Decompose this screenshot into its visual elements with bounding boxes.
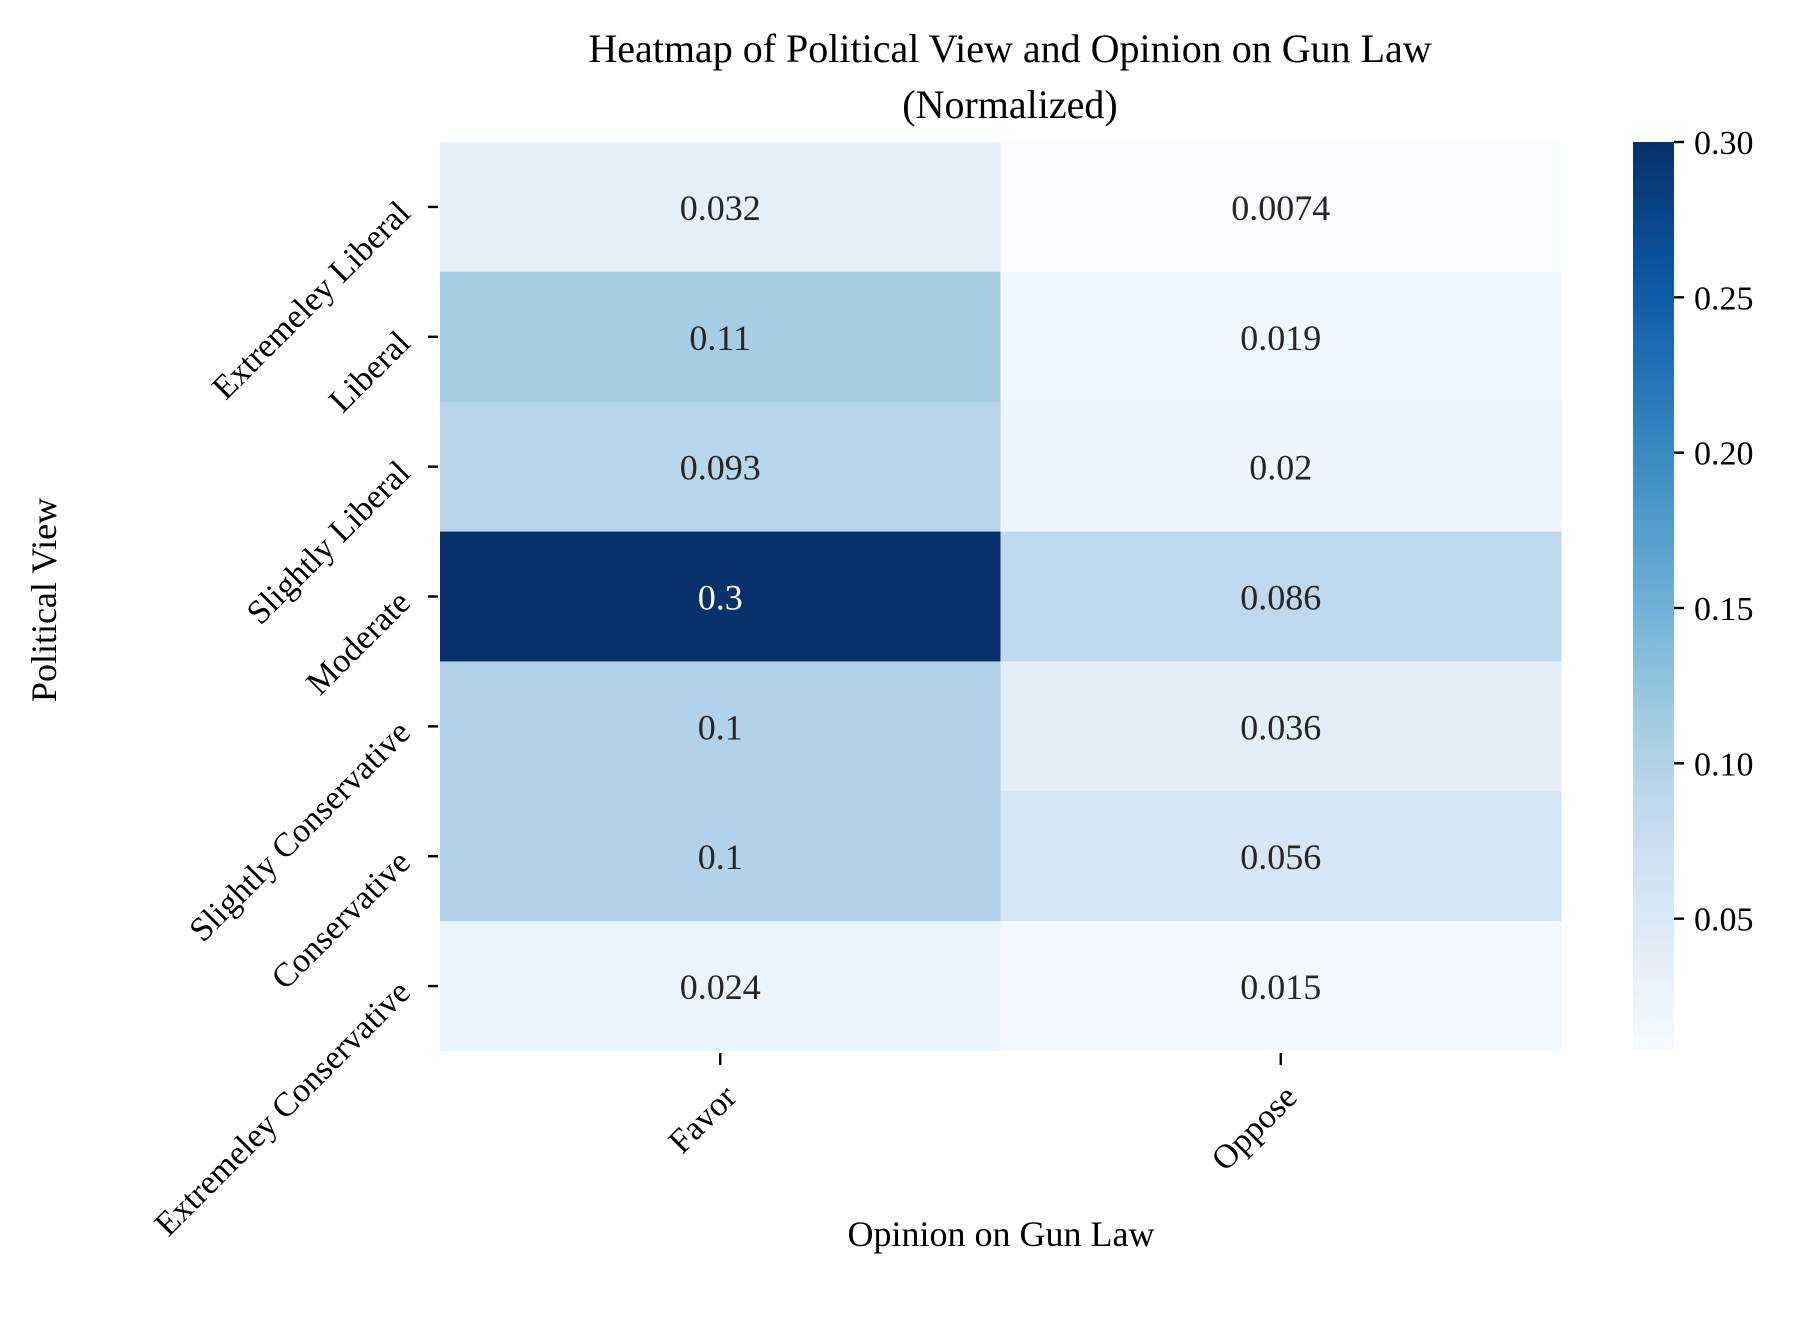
heatmap-cell: [1000, 271, 1562, 403]
cell-value-label: 0.032: [680, 188, 761, 228]
colorbar-tick-label: 0.15: [1694, 591, 1754, 628]
x-axis-ticks: Favor Oppose: [662, 1053, 1305, 1178]
heatmap-cell: [440, 271, 1001, 403]
colorbar-tick-label: 0.30: [1694, 125, 1754, 162]
x-axis-label: Opinion on Gun Law: [848, 1214, 1155, 1254]
y-tick-label: Liberal: [322, 324, 418, 420]
chart-subtitle: (Normalized): [902, 82, 1117, 127]
heatmap-cells: [440, 142, 1562, 1052]
x-tick-label: Favor: [662, 1078, 745, 1161]
heatmap-cell: [1000, 142, 1562, 273]
y-tick-label: Slightly Conservative: [182, 714, 417, 949]
cell-value-label: 0.086: [1240, 578, 1321, 618]
cell-value-label: 0.015: [1240, 967, 1321, 1007]
cell-value-label: 0.036: [1240, 707, 1321, 747]
heatmap-cell: [1000, 791, 1562, 922]
cell-value-label: 0.02: [1249, 448, 1312, 488]
colorbar: 0.05 0.10 0.15 0.20 0.25 0.30: [1633, 125, 1754, 1051]
cell-value-label: 0.024: [680, 967, 761, 1007]
heatmap-cell: [1000, 531, 1562, 662]
cell-value-labels: 0.032 0.0074 0.11 0.019 0.093 0.02 0.3 0.086 0.1…: [680, 188, 1331, 1007]
y-tick-label: Moderate: [299, 584, 417, 702]
cell-value-label: 0.1: [698, 707, 743, 747]
colorbar-gradient: [1633, 142, 1674, 1051]
colorbar-tick-label: 0.05: [1694, 902, 1754, 939]
heatmap-cell: [440, 531, 1001, 662]
heatmap-cell: [440, 661, 1001, 792]
y-tick-label: Extremeley Conservative: [148, 974, 418, 1244]
cell-value-label: 0.1: [698, 837, 743, 877]
chart-title: Heatmap of Political View and Opinion on…: [588, 26, 1431, 71]
y-axis-label: Political View: [24, 498, 64, 702]
cell-value-label: 0.093: [680, 448, 761, 488]
heatmap-cell: [440, 791, 1001, 922]
heatmap-cell: [1000, 401, 1562, 533]
cell-value-label: 0.11: [689, 318, 751, 358]
cell-value-label: 0.0074: [1231, 188, 1330, 228]
cell-value-label: 0.056: [1240, 837, 1321, 877]
heatmap-cell: [1000, 661, 1562, 792]
colorbar-tick-label: 0.25: [1694, 280, 1754, 317]
cell-value-label: 0.019: [1240, 318, 1321, 358]
x-tick-label: Oppose: [1205, 1078, 1305, 1178]
colorbar-tick-label: 0.20: [1694, 436, 1754, 473]
colorbar-tick-label: 0.10: [1694, 746, 1754, 783]
heatmap-cell: [1000, 921, 1562, 1052]
heatmap-cell: [440, 921, 1001, 1052]
heatmap-cell: [440, 142, 1001, 273]
heatmap-cell: [440, 401, 1001, 533]
cell-value-label: 0.3: [698, 578, 743, 618]
